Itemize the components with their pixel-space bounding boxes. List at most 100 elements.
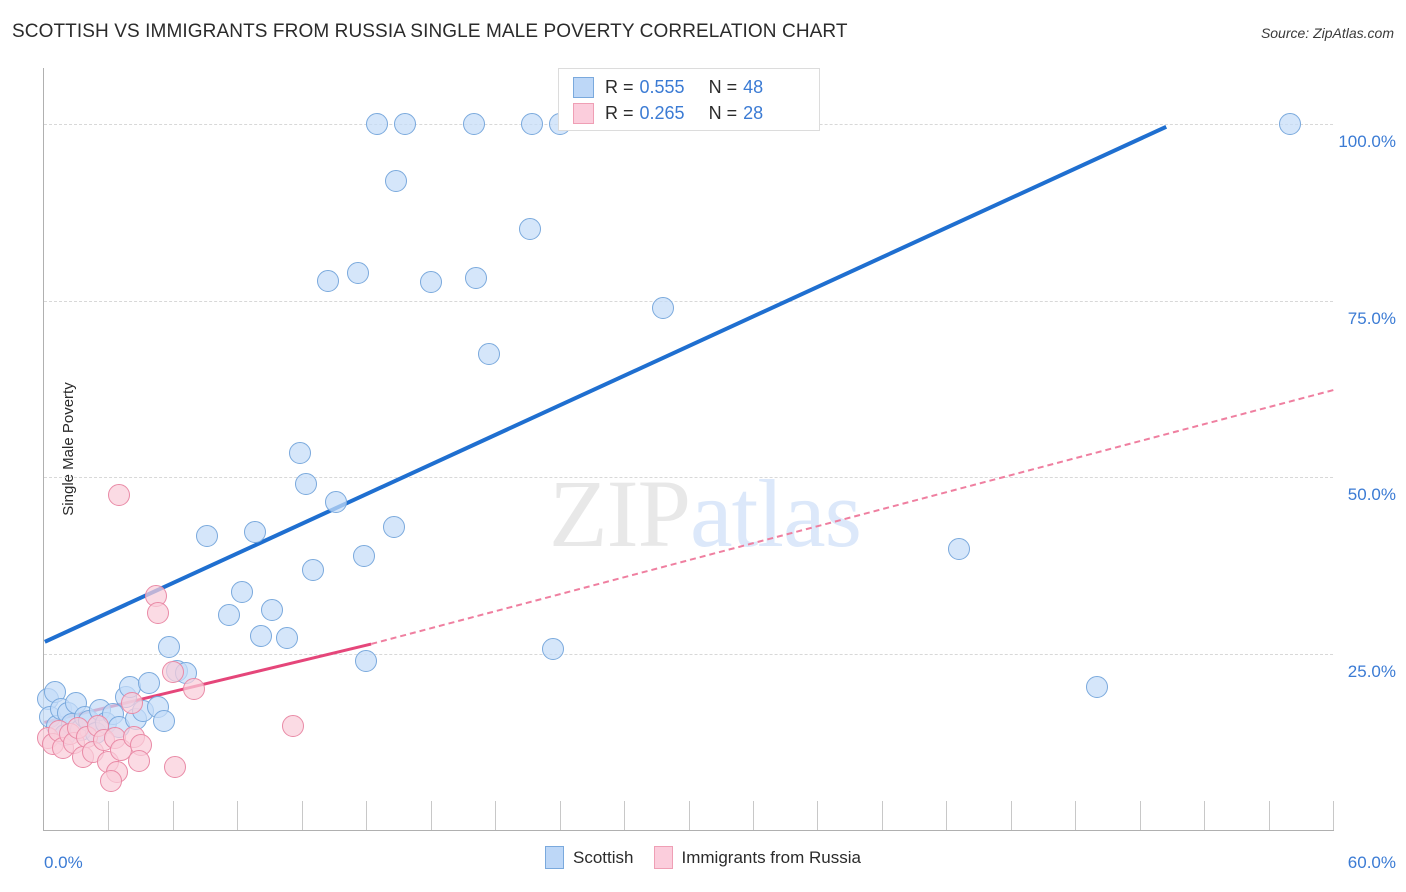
x-tick	[108, 801, 110, 830]
data-point[interactable]	[325, 490, 348, 513]
data-point[interactable]	[295, 473, 318, 496]
data-point[interactable]	[365, 113, 388, 136]
x-tick	[366, 801, 368, 830]
data-point[interactable]	[282, 714, 305, 737]
legend-r-value-russia: 0.265	[639, 102, 685, 123]
data-point[interactable]	[462, 113, 485, 136]
data-point[interactable]	[1279, 113, 1302, 136]
data-point[interactable]	[217, 603, 240, 626]
x-axis-line	[43, 830, 1334, 831]
watermark: ZIPatlas	[549, 458, 862, 569]
x-tick	[1139, 801, 1141, 830]
legend-n-value-russia: 28	[743, 102, 764, 123]
legend-n-label-scottish: N =	[708, 76, 738, 97]
x-tick	[1333, 801, 1334, 830]
x-tick	[624, 801, 626, 830]
data-point[interactable]	[651, 296, 674, 319]
data-point[interactable]	[477, 342, 500, 365]
legend-item-russia[interactable]: Immigrants from Russia	[653, 846, 861, 869]
legend-r-value-scottish: 0.555	[639, 76, 685, 97]
x-tick	[301, 801, 303, 830]
data-point[interactable]	[153, 710, 176, 733]
series-legend: Scottish Immigrants from Russia	[0, 846, 1406, 869]
y-tick-label: 100.0%	[1338, 132, 1396, 152]
x-tick	[1010, 801, 1012, 830]
data-point[interactable]	[464, 267, 487, 290]
data-point[interactable]	[108, 483, 131, 506]
legend-label-scottish: Scottish	[573, 847, 634, 867]
data-point[interactable]	[138, 672, 161, 695]
x-tick	[1268, 801, 1270, 830]
gridline	[44, 477, 1333, 479]
x-axis-min-label: 0.0%	[44, 853, 83, 872]
x-tick	[495, 801, 497, 830]
data-point[interactable]	[518, 217, 541, 240]
data-point[interactable]	[948, 538, 971, 561]
data-point[interactable]	[383, 515, 406, 538]
x-tick	[172, 801, 174, 830]
data-point[interactable]	[196, 525, 219, 548]
correlation-legend: R = 0.555 N = 48 R = 0.265 N = 28	[558, 68, 820, 131]
gridline	[44, 653, 1333, 655]
data-point[interactable]	[230, 580, 253, 603]
data-point[interactable]	[183, 677, 206, 700]
page-title: SCOTTISH VS IMMIGRANTS FROM RUSSIA SINGL…	[12, 21, 848, 42]
data-point[interactable]	[355, 649, 378, 672]
gridline	[44, 300, 1333, 302]
legend-color-russia	[653, 846, 673, 869]
legend-swatch-russia	[573, 102, 594, 124]
data-point[interactable]	[288, 441, 311, 464]
x-tick	[237, 801, 239, 830]
data-point[interactable]	[316, 270, 339, 293]
y-tick-label: 75.0%	[1347, 308, 1396, 328]
data-point[interactable]	[385, 169, 408, 192]
data-point[interactable]	[275, 627, 298, 650]
x-axis-max-label: 60.0%	[1347, 853, 1396, 872]
trendline-scottish	[44, 124, 1168, 644]
legend-n-label-russia: N =	[708, 102, 738, 123]
data-point[interactable]	[542, 637, 565, 660]
data-point[interactable]	[157, 635, 180, 658]
data-point[interactable]	[301, 559, 324, 582]
data-point[interactable]	[1085, 675, 1108, 698]
legend-color-scottish	[545, 846, 565, 869]
legend-r-label-russia: R =	[605, 102, 634, 123]
y-axis-line	[43, 68, 44, 831]
data-point[interactable]	[346, 261, 369, 284]
data-point[interactable]	[164, 755, 187, 778]
data-point[interactable]	[121, 692, 144, 714]
data-point[interactable]	[520, 113, 543, 136]
data-point[interactable]	[161, 660, 184, 683]
plot-area: ZIPatlas	[37, 68, 1334, 830]
legend-label-russia: Immigrants from Russia	[681, 847, 861, 867]
data-point[interactable]	[99, 769, 122, 792]
y-tick-label: 25.0%	[1347, 661, 1396, 681]
x-tick	[752, 801, 754, 830]
y-tick-label: 50.0%	[1347, 485, 1396, 505]
legend-swatch-scottish	[573, 76, 594, 98]
legend-row-russia: R = 0.265 N = 28	[573, 100, 763, 126]
x-tick	[817, 801, 819, 830]
x-tick	[1075, 801, 1077, 830]
y-axis-title-wrap: Single Male Poverty	[10, 68, 77, 830]
data-point[interactable]	[249, 624, 272, 647]
data-point[interactable]	[146, 601, 169, 624]
legend-row-scottish: R = 0.555 N = 48	[573, 74, 763, 100]
x-tick	[430, 801, 432, 830]
data-point[interactable]	[127, 749, 150, 772]
legend-n-value-scottish: 48	[743, 76, 764, 97]
x-tick	[946, 801, 948, 830]
data-point[interactable]	[419, 270, 442, 293]
x-tick	[881, 801, 883, 830]
data-point[interactable]	[260, 598, 283, 621]
data-point[interactable]	[393, 113, 416, 136]
data-point[interactable]	[243, 521, 266, 544]
legend-item-scottish[interactable]: Scottish	[545, 846, 634, 869]
x-tick	[688, 801, 690, 830]
x-tick	[1204, 801, 1206, 830]
legend-r-label-scottish: R =	[605, 76, 634, 97]
data-point[interactable]	[353, 545, 376, 568]
watermark-zip: ZIP	[549, 460, 691, 567]
source-label: Source: ZipAtlas.com	[1260, 25, 1394, 41]
